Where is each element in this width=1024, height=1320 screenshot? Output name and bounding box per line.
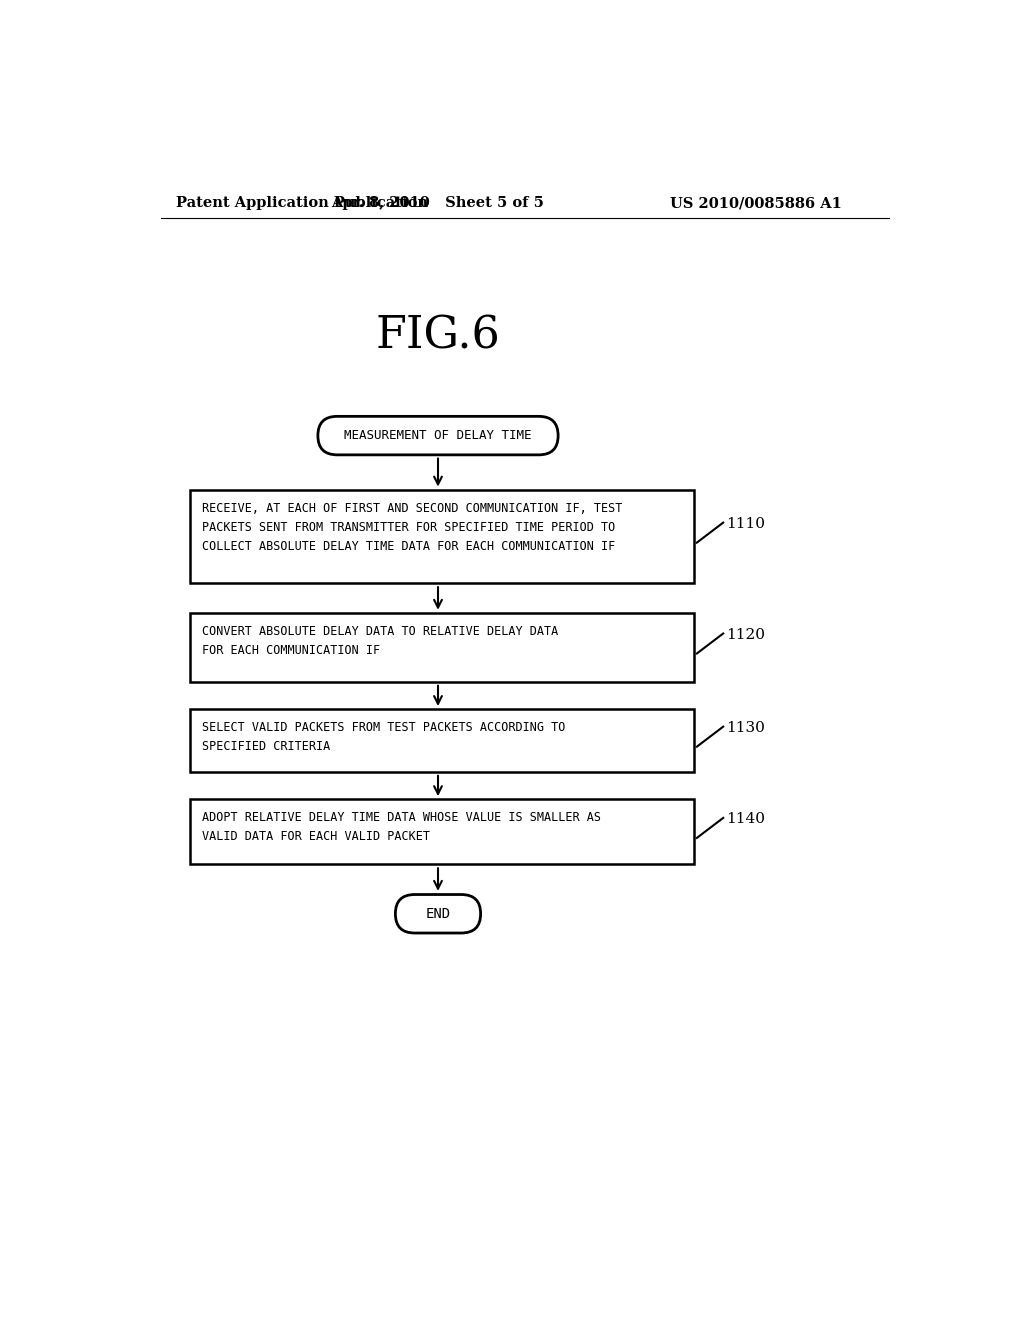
Text: Apr. 8, 2010   Sheet 5 of 5: Apr. 8, 2010 Sheet 5 of 5: [332, 197, 545, 210]
Text: 1130: 1130: [726, 721, 765, 735]
Text: US 2010/0085886 A1: US 2010/0085886 A1: [671, 197, 843, 210]
FancyBboxPatch shape: [317, 416, 558, 455]
Text: 1120: 1120: [726, 628, 765, 642]
FancyBboxPatch shape: [395, 895, 480, 933]
Text: Patent Application Publication: Patent Application Publication: [176, 197, 428, 210]
Text: 1140: 1140: [726, 812, 765, 826]
Text: 1110: 1110: [726, 517, 765, 531]
Text: MEASUREMENT OF DELAY TIME: MEASUREMENT OF DELAY TIME: [344, 429, 531, 442]
Bar: [190, 490, 693, 583]
Bar: [190, 612, 693, 682]
Text: SELECT VALID PACKETS FROM TEST PACKETS ACCORDING TO
SPECIFIED CRITERIA: SELECT VALID PACKETS FROM TEST PACKETS A…: [203, 721, 566, 754]
Text: ADOPT RELATIVE DELAY TIME DATA WHOSE VALUE IS SMALLER AS
VALID DATA FOR EACH VAL: ADOPT RELATIVE DELAY TIME DATA WHOSE VAL…: [203, 812, 601, 843]
Bar: [190, 799, 693, 865]
Text: END: END: [425, 907, 451, 921]
Bar: [190, 709, 693, 772]
Text: CONVERT ABSOLUTE DELAY DATA TO RELATIVE DELAY DATA
FOR EACH COMMUNICATION IF: CONVERT ABSOLUTE DELAY DATA TO RELATIVE …: [203, 626, 559, 657]
Text: RECEIVE, AT EACH OF FIRST AND SECOND COMMUNICATION IF, TEST
PACKETS SENT FROM TR: RECEIVE, AT EACH OF FIRST AND SECOND COM…: [203, 502, 623, 553]
Text: FIG.6: FIG.6: [376, 314, 501, 358]
